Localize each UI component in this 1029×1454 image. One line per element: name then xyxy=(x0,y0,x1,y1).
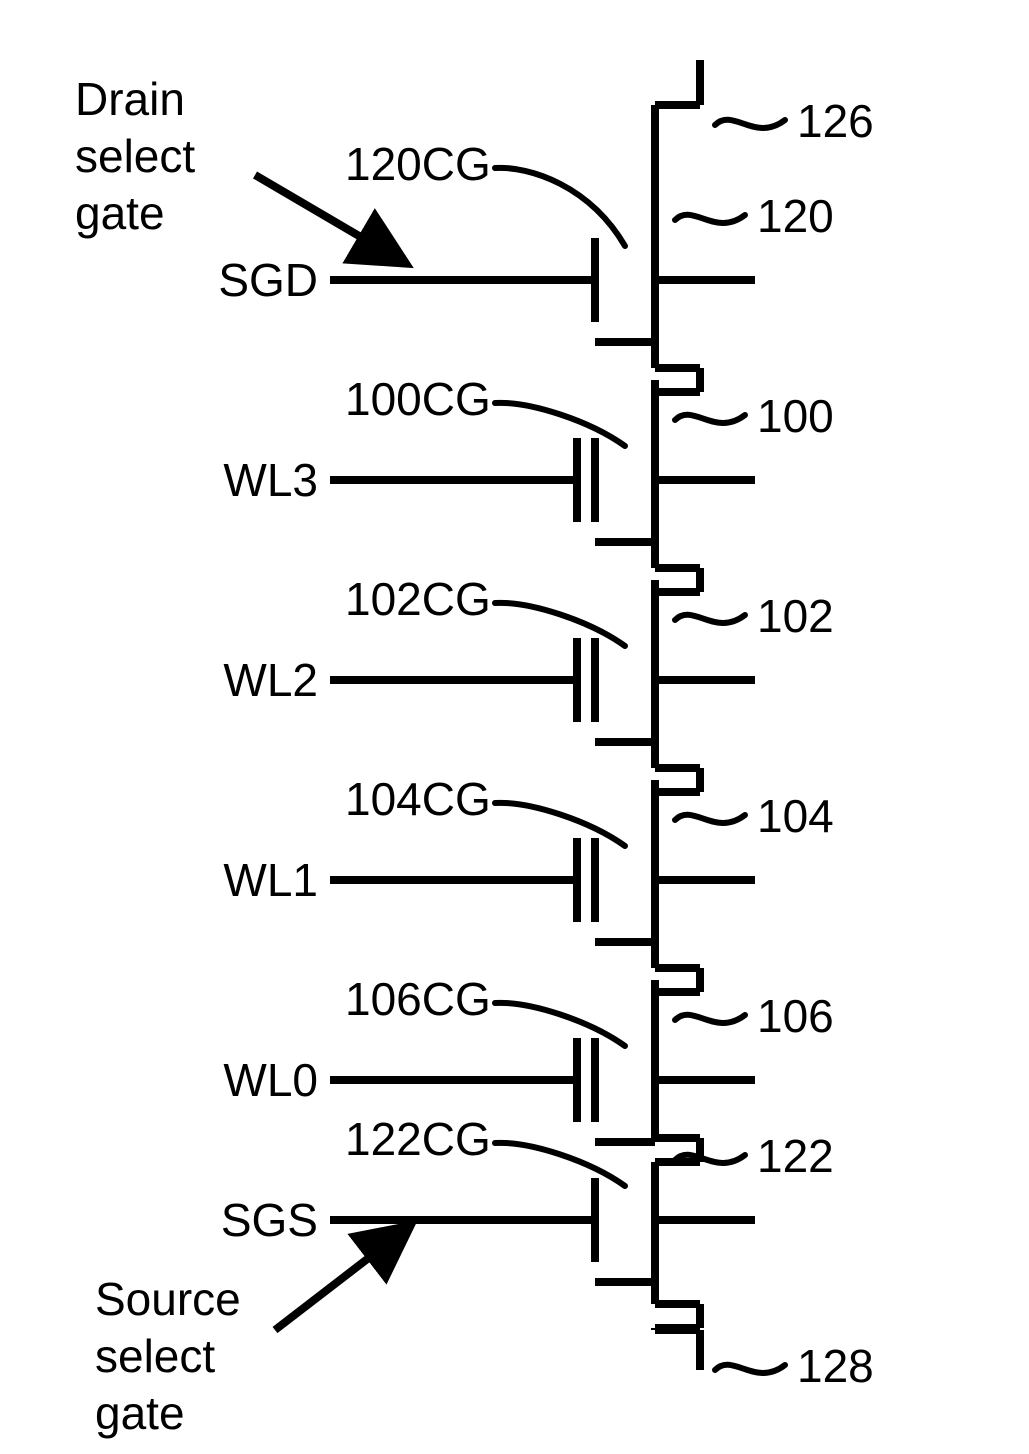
drain-select-gate-label: Drain xyxy=(75,73,185,125)
source-select-gate-label: Source xyxy=(95,1273,241,1325)
line-label-sgd: SGD xyxy=(218,254,318,306)
ref-102: 102 xyxy=(757,590,834,642)
drain-select-gate-label: gate xyxy=(75,187,165,239)
drain-select-gate-label: select xyxy=(75,130,195,182)
cg-label-wl3: 100CG xyxy=(345,373,491,425)
source-select-gate-label: select xyxy=(95,1330,215,1382)
line-label-wl3: WL3 xyxy=(223,454,318,506)
source-select-gate-label: gate xyxy=(95,1387,185,1439)
ref-100: 100 xyxy=(757,390,834,442)
nand-string-diagram: 126 SGD 120CG 120 WL3 100CG 100 WL2 102CG 102 WL1 1… xyxy=(0,0,1029,1454)
ref-128: 128 xyxy=(797,1340,874,1392)
line-label-sgs: SGS xyxy=(221,1194,318,1246)
ref-122: 122 xyxy=(757,1130,834,1182)
ref-126: 126 xyxy=(797,95,874,147)
line-label-wl2: WL2 xyxy=(223,654,318,706)
ref-120: 120 xyxy=(757,190,834,242)
cg-label-sgs: 122CG xyxy=(345,1113,491,1165)
ref-104: 104 xyxy=(757,790,834,842)
line-label-wl0: WL0 xyxy=(223,1054,318,1106)
ref-106: 106 xyxy=(757,990,834,1042)
cg-label-wl2: 102CG xyxy=(345,573,491,625)
cg-label-wl1: 104CG xyxy=(345,773,491,825)
cg-label-sgd: 120CG xyxy=(345,138,491,190)
line-label-wl1: WL1 xyxy=(223,854,318,906)
cg-label-wl0: 106CG xyxy=(345,973,491,1025)
